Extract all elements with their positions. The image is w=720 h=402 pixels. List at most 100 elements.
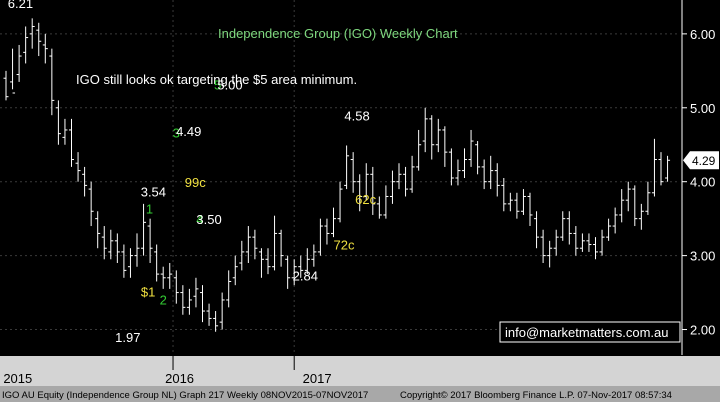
ohlc-bar xyxy=(88,181,94,227)
ohlc-bar xyxy=(547,240,553,268)
ohlc-bar xyxy=(29,18,35,49)
ohlc-bar xyxy=(344,145,350,190)
ohlc-bar xyxy=(213,311,219,332)
ohlc-bar xyxy=(370,166,376,215)
x-tick-label: 2016 xyxy=(165,371,194,386)
ohlc-bar xyxy=(127,248,133,278)
ohlc-bar xyxy=(200,285,205,323)
annotation-label: 4.58 xyxy=(344,108,369,123)
annotation-label: 2.84 xyxy=(293,269,318,284)
ohlc-bar xyxy=(553,229,559,256)
ohlc-bar xyxy=(658,152,664,186)
y-tick-label: 4.00 xyxy=(690,175,715,190)
annotation-label: 6.21 xyxy=(8,0,33,11)
ohlc-bar xyxy=(291,259,297,286)
ohlc-bar xyxy=(206,303,212,326)
ohlc-bar xyxy=(599,229,605,256)
ohlc-bar xyxy=(389,170,395,204)
ohlc-bar xyxy=(442,126,448,167)
ohlc-bar xyxy=(435,118,441,153)
chart-title: Independence Group (IGO) Weekly Chart xyxy=(218,26,458,41)
ohlc-bar xyxy=(101,226,107,260)
ohlc-bar xyxy=(265,248,271,275)
ohlc-bar xyxy=(36,22,42,57)
annotation-label: 4 xyxy=(196,212,203,227)
ohlc-bar xyxy=(186,288,192,315)
ohlc-bar xyxy=(396,163,402,190)
ohlc-bar xyxy=(350,152,356,193)
ohlc-bar xyxy=(507,192,513,212)
ohlc-bar xyxy=(606,218,612,241)
ohlc-bar xyxy=(383,185,389,219)
ohlc-bar xyxy=(278,229,284,267)
ohlc-bar xyxy=(416,129,422,171)
ohlc-bar xyxy=(108,229,114,260)
ohlc-bar xyxy=(665,155,671,182)
annotation-label: 5 xyxy=(214,77,221,92)
ohlc-bar xyxy=(226,270,232,308)
chart-commentary: IGO still looks ok targeting the $5 area… xyxy=(76,72,357,87)
ohlc-bar xyxy=(337,181,343,223)
annotation-label: 99c xyxy=(185,175,206,190)
annotation-label: 1 xyxy=(146,201,153,216)
ohlc-bar xyxy=(16,44,22,82)
ohlc-bar xyxy=(285,255,291,289)
ohlc-bar xyxy=(324,218,330,245)
ohlc-bar xyxy=(147,218,153,263)
ohlc-bar xyxy=(180,285,186,315)
ohlc-bar xyxy=(311,244,317,267)
y-axis-ticks: 6.00 5.00 4.00 3.00 2.00 xyxy=(682,27,715,338)
ohlc-bar xyxy=(527,192,533,227)
ohlc-bar xyxy=(141,203,147,256)
ohlc-bar xyxy=(462,148,467,178)
ohlc-bar xyxy=(534,211,540,249)
ohlc-bar xyxy=(304,248,310,275)
ohlc-bar xyxy=(403,166,409,197)
ohlc-bar xyxy=(154,244,160,282)
annotation-label: 62c xyxy=(355,192,376,207)
ohlc-bar xyxy=(651,138,657,197)
ohlc-bar xyxy=(579,233,585,252)
ohlc-bar xyxy=(475,141,481,175)
ohlc-bar xyxy=(95,211,101,249)
footer-left: IGO AU Equity (Independence Group NL) Gr… xyxy=(2,390,368,401)
ohlc-bar xyxy=(422,107,428,153)
ohlc-bar xyxy=(376,196,382,219)
ohlc-bar xyxy=(448,148,454,186)
ohlc-bar xyxy=(42,33,48,64)
ohlc-bar xyxy=(514,192,520,219)
annotation-label: 1.97 xyxy=(115,330,140,345)
last-price-label: 4.29 xyxy=(692,154,716,168)
ohlc-bar xyxy=(49,48,55,116)
ohlc-bar xyxy=(173,270,179,304)
annotation-label: 4.49 xyxy=(176,124,201,139)
ohlc-bar xyxy=(481,159,487,190)
ohlc-bar xyxy=(494,163,500,197)
ohlc-bar xyxy=(632,185,638,227)
ohlc-bar xyxy=(82,166,88,197)
ohlc-bar xyxy=(298,255,304,278)
ohlc-bar xyxy=(10,48,16,94)
ohlc-bar xyxy=(573,226,579,256)
ohlc-bar xyxy=(219,292,225,330)
annotation-label: 5.00 xyxy=(217,77,242,92)
y-tick-label: 6.00 xyxy=(690,27,715,42)
ohlc-bar xyxy=(55,100,61,145)
ohlc-bar xyxy=(638,203,644,230)
annotation-label: 3 xyxy=(173,125,180,140)
ohlc-bar xyxy=(134,233,140,267)
ohlc-bar xyxy=(488,155,494,190)
ohlc-bar xyxy=(455,159,461,186)
ohlc-bar xyxy=(252,229,258,260)
ohlc-bar xyxy=(272,215,278,271)
ohlc-bar xyxy=(357,174,363,212)
y-tick-label: 2.00 xyxy=(690,323,715,338)
ohlc-bar xyxy=(566,211,572,245)
footer-right: Copyright© 2017 Bloomberg Finance L.P. 0… xyxy=(400,390,672,401)
y-tick-label: 5.00 xyxy=(690,101,715,116)
annotation-label: $1 xyxy=(141,284,155,299)
ohlc-bar xyxy=(501,178,507,212)
ohlc-bar xyxy=(232,255,238,286)
x-tick-label: 2015 xyxy=(3,371,32,386)
